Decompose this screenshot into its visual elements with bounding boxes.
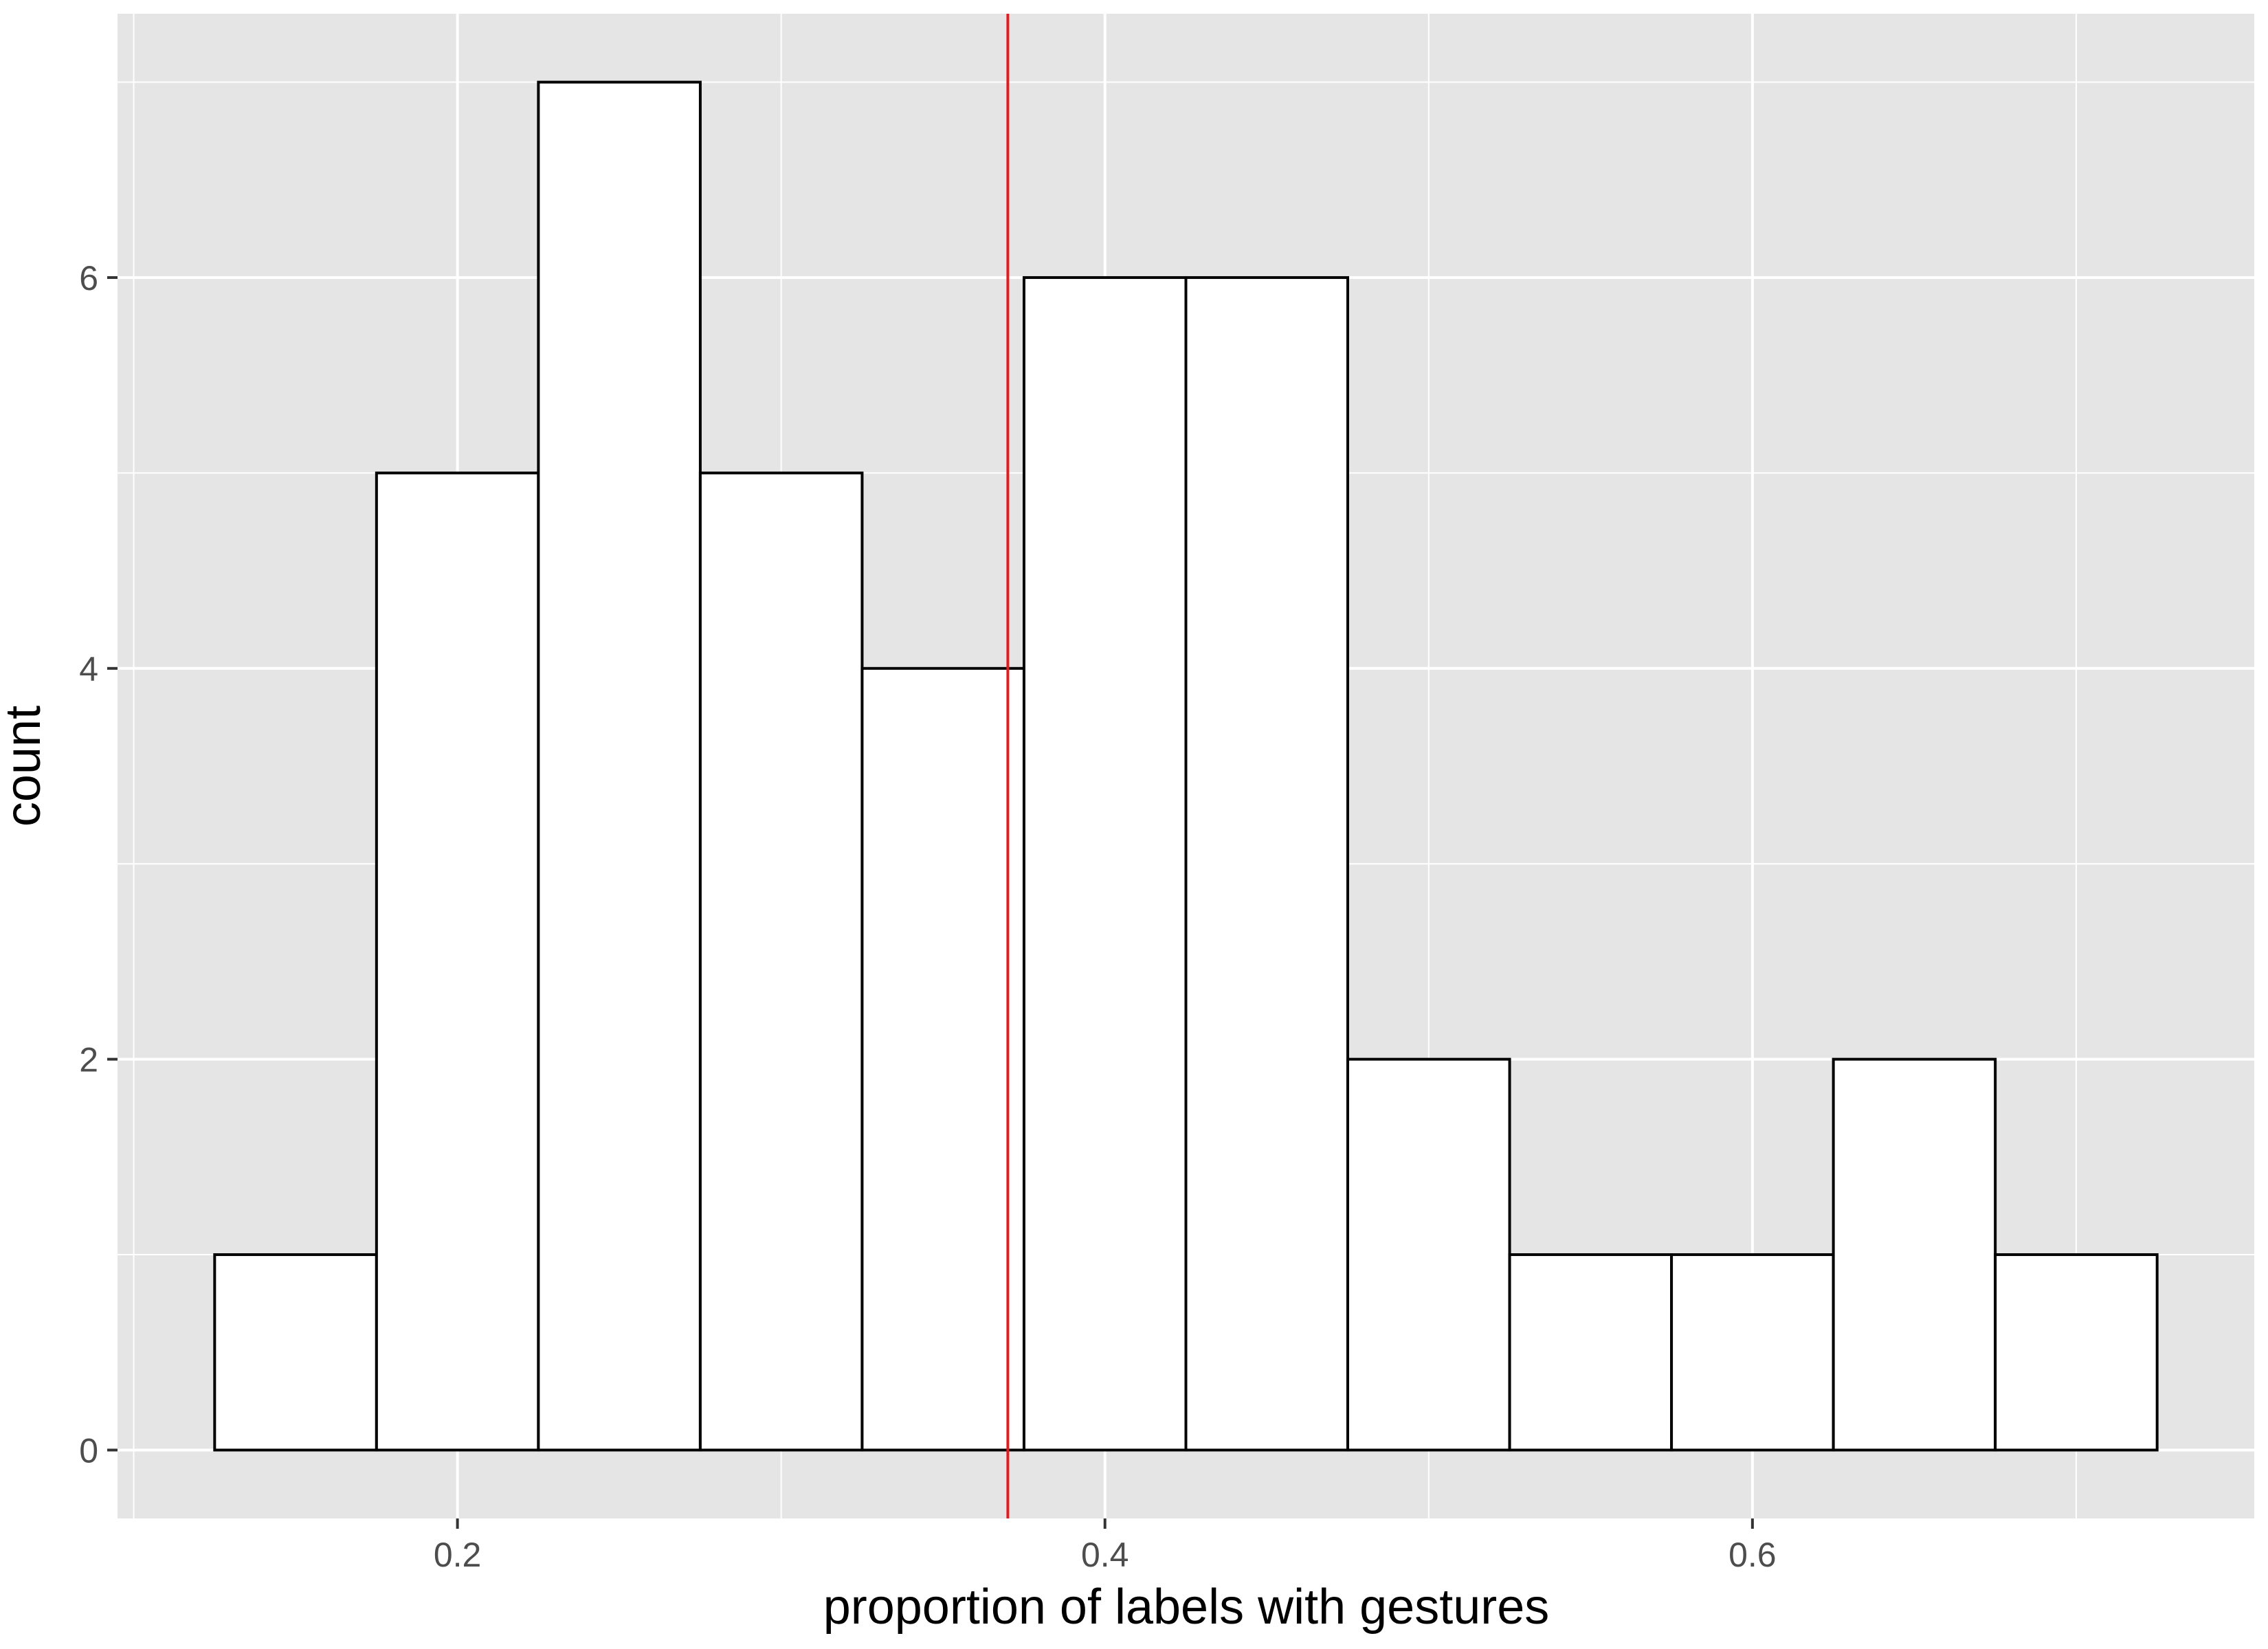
histogram-bar: [1832, 1057, 1997, 1452]
histogram-bar: [213, 1253, 378, 1452]
y-tick-label: 4: [79, 650, 98, 688]
histogram-bar: [537, 80, 702, 1452]
x-tick-label: 0.2: [434, 1536, 482, 1574]
histogram-bar: [1508, 1253, 1674, 1452]
y-axis-title: count: [0, 706, 51, 827]
y-tick-label: 6: [79, 259, 98, 298]
x-tick-label: 0.6: [1728, 1536, 1777, 1574]
y-tick-label: 2: [79, 1041, 98, 1079]
histogram-bar: [1184, 276, 1350, 1452]
y-axis: 0 2 4 6: [79, 259, 118, 1470]
histogram-bar: [860, 666, 1025, 1452]
histogram-bar: [1670, 1253, 1835, 1452]
x-tick-label: 0.4: [1081, 1536, 1129, 1574]
histogram-bar: [1346, 1057, 1511, 1452]
histogram-bar: [1994, 1253, 2159, 1452]
histogram-bar: [1022, 276, 1188, 1452]
x-axis-title: proportion of labels with gestures: [823, 1580, 1550, 1635]
histogram-bar: [698, 471, 864, 1452]
histogram-bars: [213, 80, 2159, 1452]
x-axis: 0.2 0.4 0.6: [434, 1518, 1777, 1574]
y-tick-label: 0: [79, 1431, 98, 1470]
histogram-bar: [375, 471, 540, 1452]
